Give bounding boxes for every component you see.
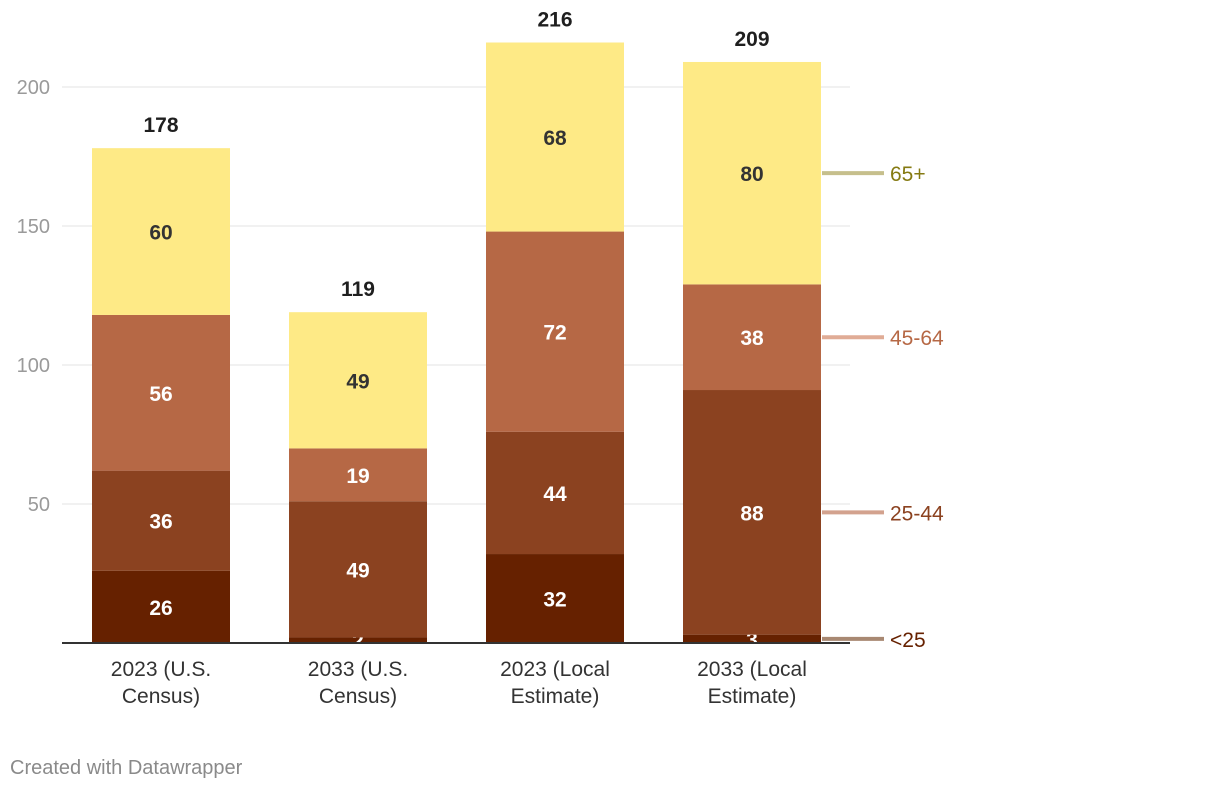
bar-segment-<25-2	[486, 554, 624, 643]
segment-value-label: 3	[746, 629, 758, 652]
bar-segment-25-44-1	[289, 501, 427, 638]
x-tick-label: 2033 (Local	[697, 658, 807, 681]
x-tick-label: Census)	[319, 685, 397, 708]
segment-value-label: 72	[543, 322, 566, 345]
segment-value-label: 38	[740, 327, 764, 350]
x-tick-label: Estimate)	[511, 685, 600, 708]
x-tick-label: Estimate)	[708, 685, 797, 708]
segment-value-label: 36	[149, 511, 172, 534]
segment-value-label: 88	[740, 502, 764, 525]
segment-value-label: 60	[149, 222, 172, 245]
segment-value-label: 32	[543, 589, 566, 612]
bar-segment-45-64-1	[289, 448, 427, 502]
legend-label-25-44: 25-44	[890, 502, 944, 525]
bar-segment-65+-3	[683, 61, 821, 285]
bar-segment-25-44-3	[683, 390, 821, 635]
total-value-label: 119	[341, 278, 375, 301]
footer-credit[interactable]: Created with Datawrapper	[10, 757, 243, 779]
segment-value-label: 56	[149, 383, 172, 406]
y-tick-label-100: 100	[17, 355, 50, 377]
bar-segment-<25-0	[92, 570, 230, 643]
segment-value-label: 26	[149, 597, 172, 620]
y-tick-label-200: 200	[17, 77, 50, 99]
legend-label-65+: 65+	[890, 163, 926, 186]
legend-label-<25: <25	[890, 629, 926, 652]
total-value-label: 216	[537, 9, 572, 32]
segment-value-label: 19	[346, 465, 369, 488]
total-value-label: 209	[734, 28, 769, 51]
segment-value-label: 49	[346, 370, 369, 393]
bar-segment-65+-2	[486, 42, 624, 232]
x-tick-label: Census)	[122, 685, 200, 708]
bar-segment-65+-1	[289, 312, 427, 449]
bar-segment-25-44-0	[92, 470, 230, 571]
bar-segment-45-64-3	[683, 284, 821, 391]
segment-value-label: 2	[352, 630, 364, 653]
bar-segment-45-64-0	[92, 314, 230, 471]
bar-segment-45-64-2	[486, 231, 624, 432]
segment-value-label: 80	[740, 163, 763, 186]
total-value-label: 178	[143, 114, 178, 137]
segment-value-label: 44	[543, 483, 567, 506]
segment-value-label: 68	[543, 127, 567, 150]
x-tick-label: 2023 (U.S.	[111, 658, 211, 681]
segment-value-label: 49	[346, 559, 369, 582]
y-tick-label-150: 150	[17, 216, 50, 238]
y-tick-label-50: 50	[28, 494, 50, 516]
legend-label-45-64: 45-64	[890, 327, 944, 350]
bar-segment-25-44-2	[486, 431, 624, 555]
x-tick-label: 2023 (Local	[500, 658, 610, 681]
bar-segment-<25-1	[289, 637, 427, 643]
x-tick-label: 2033 (U.S.	[308, 658, 408, 681]
bar-segment-65+-0	[92, 148, 230, 315]
bar-segment-<25-3	[683, 634, 821, 643]
